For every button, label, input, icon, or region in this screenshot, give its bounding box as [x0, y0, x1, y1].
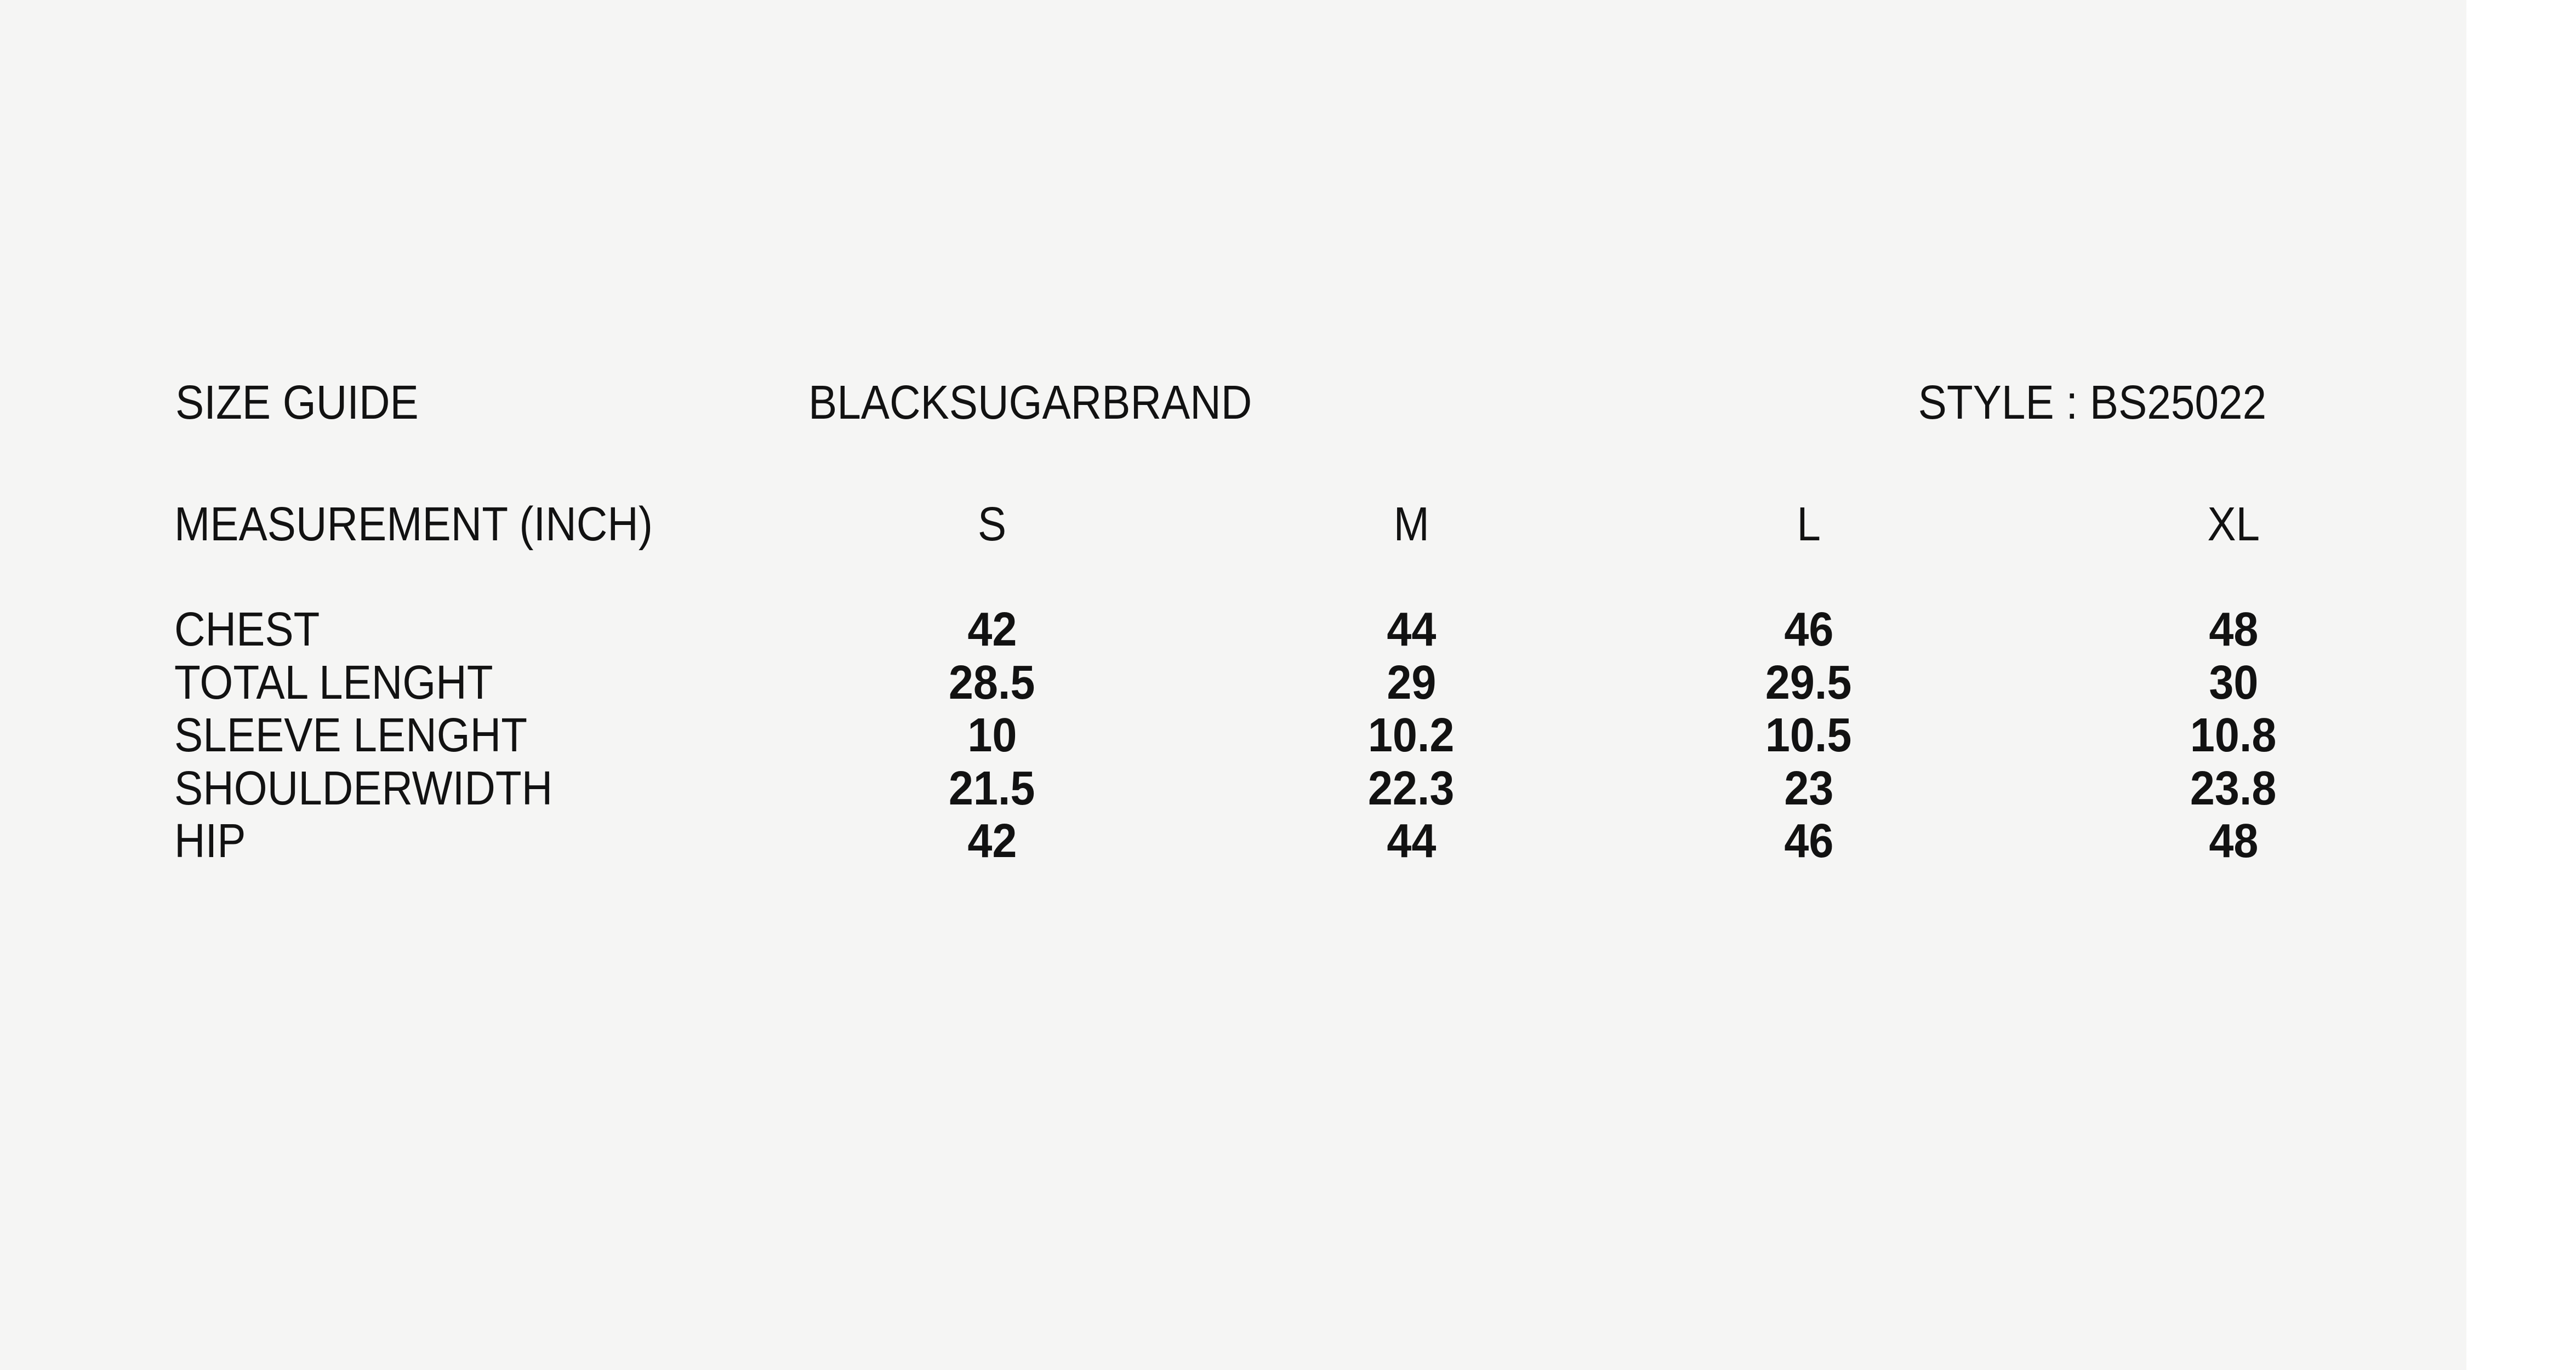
cell-shoulderwidth-l-value: 23: [1783, 762, 1834, 815]
cell-chest-s: 42: [828, 606, 1156, 653]
size-header-xl-text: XL: [2207, 498, 2260, 551]
size-guide-title: SIZE GUIDE: [175, 379, 446, 426]
row-label-sleeve-lenght: SLEEVE LENGHT: [174, 711, 567, 759]
row-label-chest-text: CHEST: [174, 603, 320, 656]
cell-sleeve-lenght-s-value: 10: [967, 709, 1017, 762]
size-header-s-text: S: [977, 498, 1007, 551]
cell-shoulderwidth-xl-value: 23.8: [2190, 762, 2277, 815]
row-label-total-lenght: TOTAL LENGHT: [174, 659, 528, 706]
cell-sleeve-lenght-m-value: 10.2: [1368, 709, 1455, 762]
size-guide-title-text: SIZE GUIDE: [175, 376, 419, 429]
cell-chest-s-value: 42: [967, 603, 1017, 656]
size-header-s: S: [828, 500, 1156, 548]
style-code: STYLE : BS25022: [1879, 379, 2266, 426]
cell-hip-s: 42: [828, 817, 1156, 865]
cell-sleeve-lenght-l: 10.5: [1644, 711, 1973, 759]
cell-chest-l-value: 46: [1783, 603, 1834, 656]
cell-shoulderwidth-s: 21.5: [828, 764, 1156, 812]
measurement-unit-header-text: MEASUREMENT (INCH): [174, 498, 653, 551]
row-label-sleeve-lenght-text: SLEEVE LENGHT: [174, 709, 528, 762]
size-header-m-text: M: [1393, 498, 1429, 551]
cell-shoulderwidth-xl: 23.8: [2069, 764, 2398, 812]
cell-total-lenght-l-value: 29.5: [1765, 656, 1852, 709]
cell-chest-xl: 48: [2069, 606, 2398, 653]
cell-shoulderwidth-m: 22.3: [1247, 764, 1576, 812]
cell-sleeve-lenght-s: 10: [828, 711, 1156, 759]
cell-hip-xl-value: 48: [2208, 814, 2259, 867]
cell-hip-m-value: 44: [1386, 814, 1437, 867]
cell-hip-l: 46: [1644, 817, 1973, 865]
row-label-total-lenght-text: TOTAL LENGHT: [174, 656, 493, 709]
size-header-m: M: [1247, 500, 1576, 548]
row-label-chest: CHEST: [174, 606, 336, 653]
cell-sleeve-lenght-xl: 10.8: [2069, 711, 2398, 759]
cell-chest-l: 46: [1644, 606, 1973, 653]
cell-shoulderwidth-s-value: 21.5: [949, 762, 1035, 815]
cell-total-lenght-l: 29.5: [1644, 659, 1973, 706]
measurement-unit-header: MEASUREMENT (INCH): [174, 500, 706, 548]
style-code-text: STYLE : BS25022: [1918, 376, 2266, 429]
row-label-hip: HIP: [174, 817, 254, 865]
cell-hip-m: 44: [1247, 817, 1576, 865]
cell-total-lenght-m: 29: [1247, 659, 1576, 706]
cell-hip-l-value: 46: [1783, 814, 1834, 867]
cell-chest-m-value: 44: [1386, 603, 1437, 656]
row-label-shoulderwidth: SHOULDERWIDTH: [174, 764, 595, 812]
brand-name-text: BLACKSUGARBRAND: [808, 376, 1252, 429]
cell-total-lenght-s: 28.5: [828, 659, 1156, 706]
cell-sleeve-lenght-xl-value: 10.8: [2190, 709, 2277, 762]
size-header-l-text: L: [1797, 498, 1821, 551]
row-label-shoulderwidth-text: SHOULDERWIDTH: [174, 762, 553, 815]
cell-total-lenght-xl-value: 30: [2208, 656, 2259, 709]
cell-hip-xl: 48: [2069, 817, 2398, 865]
row-label-hip-text: HIP: [174, 814, 246, 867]
cell-hip-s-value: 42: [967, 814, 1017, 867]
size-header-xl: XL: [2069, 500, 2398, 548]
cell-chest-xl-value: 48: [2208, 603, 2259, 656]
cell-total-lenght-xl: 30: [2069, 659, 2398, 706]
size-header-l: L: [1644, 500, 1973, 548]
cell-shoulderwidth-m-value: 22.3: [1368, 762, 1455, 815]
cell-sleeve-lenght-m: 10.2: [1247, 711, 1576, 759]
right-margin-strip: [2466, 0, 2576, 1370]
cell-sleeve-lenght-l-value: 10.5: [1765, 709, 1852, 762]
cell-chest-m: 44: [1247, 606, 1576, 653]
cell-total-lenght-m-value: 29: [1386, 656, 1437, 709]
cell-shoulderwidth-l: 23: [1644, 764, 1973, 812]
brand-name: BLACKSUGARBRAND: [808, 379, 1301, 426]
cell-total-lenght-s-value: 28.5: [949, 656, 1035, 709]
